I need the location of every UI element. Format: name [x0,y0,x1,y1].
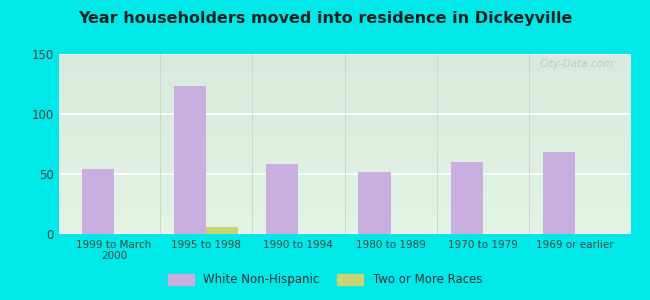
Legend: White Non-Hispanic, Two or More Races: White Non-Hispanic, Two or More Races [163,269,487,291]
Text: City-Data.com: City-Data.com [540,59,614,69]
Bar [266,164,298,234]
Bar [81,169,114,234]
Bar [358,172,391,234]
Bar [206,227,239,234]
Text: Year householders moved into residence in Dickeyville: Year householders moved into residence i… [78,11,572,26]
Bar [450,162,483,234]
Bar [174,86,206,234]
Bar [543,152,575,234]
